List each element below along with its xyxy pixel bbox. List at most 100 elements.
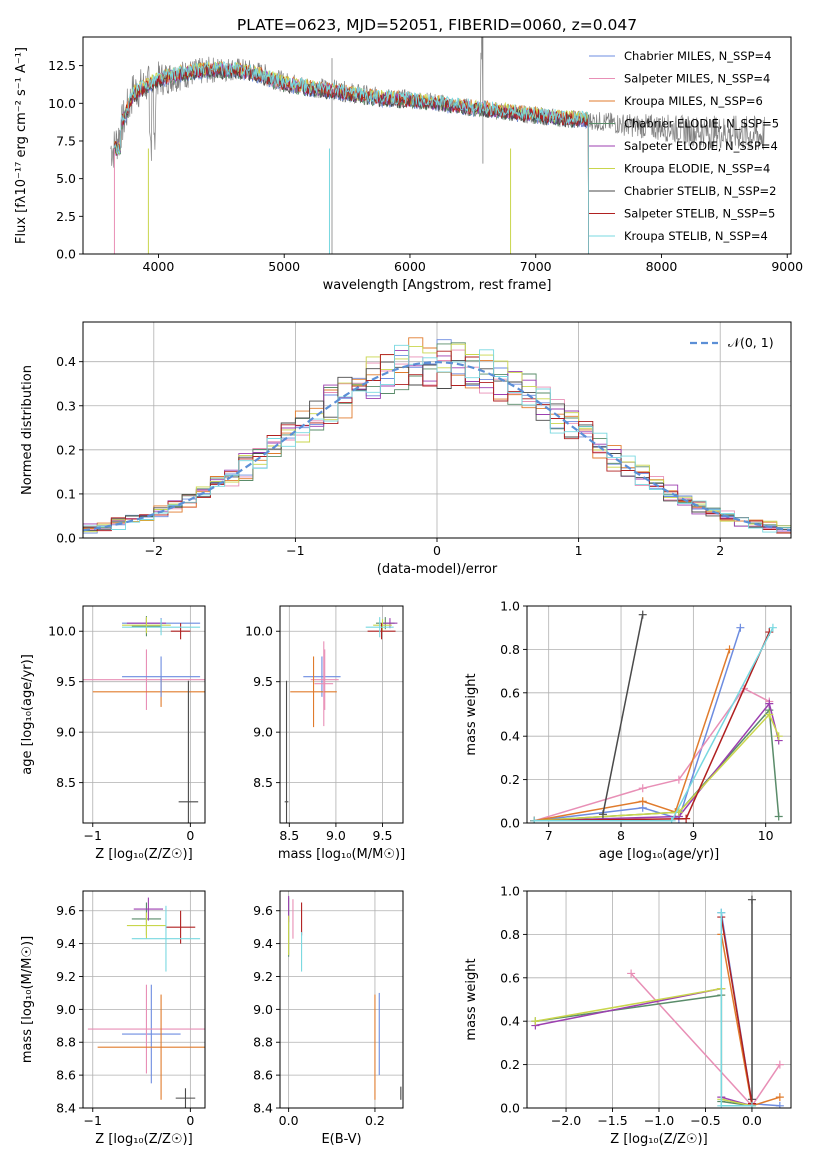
- tick-label-y: 9.4: [56, 936, 76, 951]
- errorbar-point-sm: [314, 641, 334, 727]
- weight-vs-Z-plot-area: [531, 895, 784, 1108]
- tick-label-x: 0.0: [742, 1113, 762, 1128]
- errorbar-point-ss: [367, 623, 396, 640]
- tick-label-y: 0.3: [56, 398, 76, 413]
- weight-marker-cs: [598, 810, 607, 819]
- weight-marker-sm: [775, 1060, 784, 1069]
- weight-marker-ks: [768, 623, 777, 632]
- tick-label-x: 0: [186, 1113, 194, 1128]
- tick-label-x: 0.0: [279, 1113, 299, 1128]
- errorbar-point-ke: [122, 617, 171, 634]
- axis-label-x: age [log₁₀(age/yr)]: [599, 847, 720, 862]
- weight-marker-sm: [627, 969, 636, 978]
- legend-entry-cm: Chabrier MILES, N_SSP=4: [624, 49, 771, 63]
- tick-label-y: 9.0: [56, 1002, 76, 1017]
- weight-vs-Z-chart: −2.0 −1.5 −1.0 −0.5 0.0 0.0 0.2 0.4 0.6 0.8 1.0 Z […: [464, 884, 792, 1147]
- weight-line-sm: [533, 687, 770, 822]
- errorbar-point-ks: [122, 619, 201, 636]
- tick-label-y: 9.6: [253, 903, 273, 918]
- tick-label-x: 0: [186, 828, 194, 843]
- errorbar-point-ke: [126, 912, 166, 939]
- tick-label-y: 9.0: [253, 725, 273, 740]
- tick-label-x: 10: [758, 828, 774, 843]
- plot-frame: [279, 890, 404, 1109]
- errorbar-point-sm: [310, 649, 339, 710]
- tick-label-y: 0.2: [500, 772, 520, 787]
- tick-label-y: 8.5: [253, 775, 273, 790]
- errorbar-point-ss: [170, 623, 191, 640]
- tick-label-y: 8.8: [253, 1035, 273, 1050]
- spectrum-plot-area: [110, 37, 765, 254]
- weight-marker-ks: [667, 816, 676, 823]
- weight-line-ss: [534, 631, 770, 822]
- tick-label-y: 10.0: [245, 624, 273, 639]
- weight-marker-ke: [774, 732, 783, 741]
- tick-label-x: 1: [575, 543, 583, 558]
- model-spectrum-ks: [114, 60, 589, 254]
- tick-label-y: 8.6: [253, 1068, 273, 1083]
- plot-frame: [82, 36, 792, 255]
- errorbar-point-km: [97, 994, 205, 1100]
- normal-curve: [83, 360, 791, 532]
- axis-label-y: mass [log₁₀(M/M☉)]: [20, 936, 35, 1063]
- axis-label-x: (data-model)/error: [377, 562, 498, 577]
- tick-label-x: 7000: [520, 259, 552, 274]
- tick-label-x: −2: [145, 543, 163, 558]
- axis-label-y: Flux [fλ10⁻¹⁷ erg cm⁻² s⁻¹ A⁻¹]: [14, 47, 29, 244]
- mass-vs-Z-chart: −1 0 8.4 8.6 8.8 9.0 9.2 9.4 9.6 Z [log₁₀(Z/Z☉)] m…: [20, 890, 206, 1147]
- axis-label-x: E(B-V): [321, 1132, 361, 1147]
- weight-marker-cs: [747, 895, 756, 904]
- weight-line-ke: [534, 713, 780, 822]
- weight-line-ce: [534, 708, 780, 822]
- model-spectrum-ss: [114, 63, 589, 254]
- tick-label-y: 1.0: [500, 884, 520, 899]
- tick-label-y: 8.4: [56, 1101, 76, 1116]
- axis-label-x: Z [log₁₀(Z/Z☉)]: [610, 1132, 707, 1147]
- weight-marker-km: [638, 797, 647, 806]
- errorbar-point-se: [382, 618, 398, 629]
- weight-marker-sm: [638, 784, 647, 793]
- errorbar-point-cs: [175, 1088, 196, 1108]
- tick-label-y: 9.2: [253, 969, 273, 984]
- mass-vs-Z-plot-area: [87, 897, 205, 1108]
- tick-label-y: 0.2: [500, 1057, 520, 1072]
- weight-marker-cm: [736, 623, 745, 632]
- tick-label-y: 9.5: [253, 674, 273, 689]
- weight-marker-ke: [765, 710, 774, 719]
- spectrum-legend: Chabrier MILES, N_SSP=4 Salpeter MILES, N…: [589, 49, 779, 243]
- axis-label-y: mass weight: [464, 673, 479, 755]
- tick-label-y: 0.4: [56, 354, 76, 369]
- weight-line-ss: [720, 916, 753, 1104]
- tick-label-y: 10.0: [48, 96, 76, 111]
- legend-entry-sm: Salpeter MILES, N_SSP=4: [624, 72, 770, 86]
- tick-label-y: 1.0: [500, 599, 520, 614]
- tick-label-y: 8.4: [253, 1101, 273, 1116]
- tick-label-x: 0: [433, 543, 441, 558]
- tick-label-x: −1.0: [644, 1113, 674, 1128]
- weight-line-ce: [535, 994, 753, 1107]
- axis-label-x: Z [log₁₀(Z/Z☉)]: [95, 1132, 192, 1147]
- tick-label-y: 9.0: [253, 1002, 273, 1017]
- plot-frame: [82, 605, 206, 824]
- tick-label-y: 9.0: [56, 725, 76, 740]
- errorbar-point-cs: [284, 680, 289, 823]
- tick-label-x: 9: [689, 828, 697, 843]
- residuals-chart: −2 −1 0 1 2 0.0 0.1 0.2 0.3 0.4 (data-model)/error…: [20, 321, 792, 577]
- axis-label-x: mass [log₁₀(M/M☉)]: [278, 847, 405, 862]
- errorbar-point-ks: [365, 617, 394, 638]
- tick-label-x: 8000: [646, 259, 678, 274]
- plot-frame: [82, 321, 792, 539]
- plot-frame: [279, 605, 404, 824]
- weight-marker-km: [775, 1093, 784, 1102]
- age-vs-mass-chart: 8.5 9.0 9.5 8.5 9.0 9.5 10.0 mass [log₁₀(M/M☉)]: [245, 605, 405, 862]
- errorbar-point-cs: [178, 680, 199, 823]
- tick-label-x: −1.5: [597, 1113, 627, 1128]
- figure-layer: 4000 5000 6000 7000 8000 90000.02.55.07.510.0…: [14, 36, 803, 1147]
- legend-entry-ke: Kroupa ELODIE, N_SSP=4: [624, 162, 770, 176]
- tick-label-y: 8.6: [56, 1068, 76, 1083]
- tick-label-x: 9.0: [326, 828, 346, 843]
- legend-entry-ce: Chabrier ELODIE, N_SSP=5: [624, 117, 779, 131]
- errorbar-point-km: [290, 656, 337, 728]
- weight-vs-age-chart: 7 8 9 10 0.0 0.2 0.4 0.6 0.8 1.0 age [log₁₀(age/yr…: [464, 599, 792, 862]
- plot-frame: [526, 890, 792, 1109]
